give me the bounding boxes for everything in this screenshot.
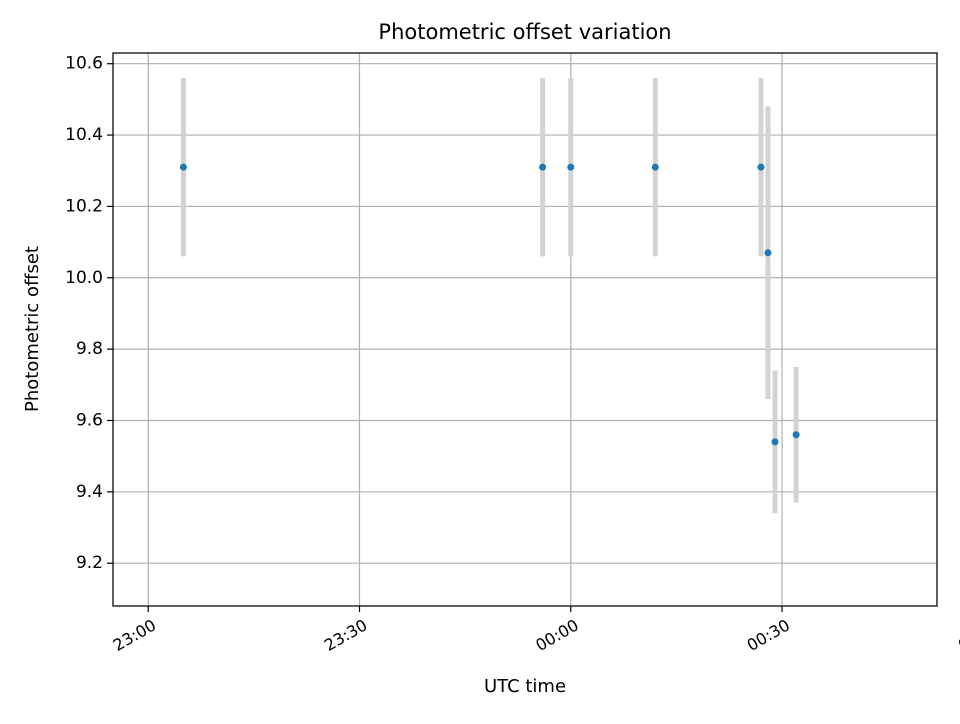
y-tick-label: 10.0 [65, 268, 103, 288]
y-tick-label: 10.4 [65, 125, 103, 145]
data-point [539, 163, 547, 171]
data-point [771, 438, 779, 446]
data-point [757, 163, 765, 171]
y-tick-label: 10.6 [65, 54, 103, 74]
data-point [179, 163, 187, 171]
y-tick-label: 9.2 [76, 553, 103, 573]
y-tick-label: 9.6 [76, 410, 103, 430]
data-point [567, 163, 575, 171]
y-axis-label: Photometric offset [22, 246, 43, 412]
plot-frame [112, 52, 938, 607]
data-point [651, 163, 659, 171]
y-tick-label: 9.8 [76, 339, 103, 359]
data-points [179, 163, 800, 446]
data-point [764, 249, 772, 257]
x-axis-label: UTC time [484, 676, 566, 697]
data-point [792, 431, 800, 439]
y-tick-label: 10.2 [65, 196, 103, 216]
chart-title: Photometric offset variation [378, 20, 671, 44]
y-tick-label: 9.4 [76, 482, 103, 502]
